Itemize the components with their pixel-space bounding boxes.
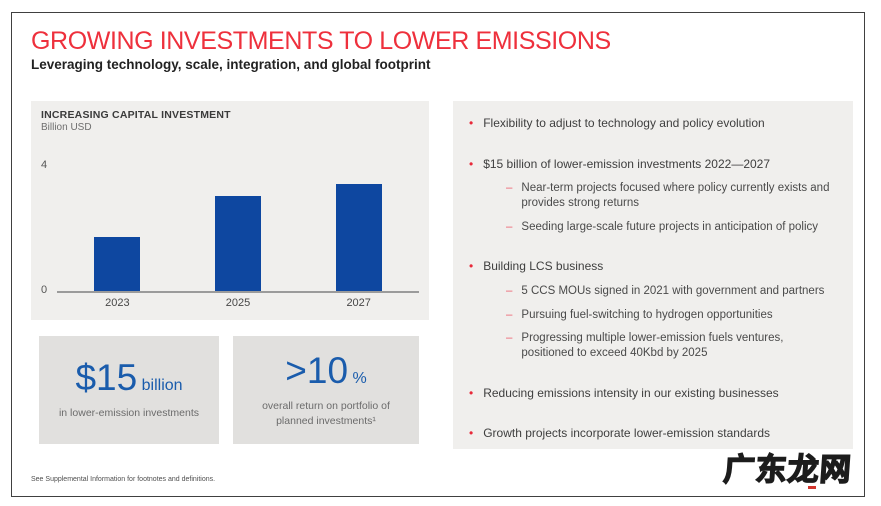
stat-value-line: $15 billion bbox=[39, 359, 219, 396]
bullet-dot-icon: • bbox=[469, 426, 474, 441]
watermark: 广东龙网 bbox=[722, 451, 854, 489]
sub-bullet-item: – Seeding large-scale future projects in … bbox=[506, 220, 839, 235]
stat-unit: % bbox=[352, 370, 367, 388]
sub-bullet-item: – Progressing multiple lower-emission fue… bbox=[506, 331, 839, 360]
bullet-text: Reducing emissions intensity in our exis… bbox=[483, 385, 779, 400]
sub-bullet-dash-icon: – bbox=[506, 182, 513, 195]
bullet-item: • Growth projects incorporate lower-emiss… bbox=[469, 426, 839, 442]
stat-value-line: >10 % bbox=[233, 352, 419, 389]
bullet-dot-icon: • bbox=[469, 385, 474, 400]
bullet-dot-icon: • bbox=[469, 156, 474, 171]
bullet-group-1: • $15 billion of lower-emission investmen… bbox=[469, 157, 839, 235]
sub-bullet-text: Progressing multiple lower-emission fuel… bbox=[521, 332, 784, 360]
bullet-group-3: • Reducing emissions intensity in our exi… bbox=[469, 386, 839, 402]
bullet-item: • $15 billion of lower-emission investmen… bbox=[469, 157, 839, 173]
sub-bullet-dash-icon: – bbox=[506, 284, 513, 297]
x-tick-label: 2023 bbox=[105, 297, 130, 309]
bullet-panel: • Flexibility to adjust to technology and… bbox=[453, 101, 853, 449]
bullet-text: Building LCS business bbox=[483, 259, 604, 274]
x-tick-label: 2025 bbox=[225, 297, 251, 309]
bullet-item: • Flexibility to adjust to technology and… bbox=[469, 116, 839, 132]
sub-bullet-dash-icon: – bbox=[506, 220, 513, 233]
bar-2023 bbox=[94, 237, 141, 291]
sub-bullet-text: Near-term projects focused where policy … bbox=[521, 182, 830, 209]
sub-bullet-text: Pursuing fuel-switching to hydrogen oppo… bbox=[521, 308, 773, 321]
stat-caption: overall return on portfolio of planned i… bbox=[262, 400, 390, 427]
footnote: See Supplemental Information for footnot… bbox=[31, 476, 216, 483]
x-axis-line bbox=[57, 291, 419, 293]
bar-2025 bbox=[215, 196, 261, 291]
bar-series bbox=[57, 165, 419, 291]
bullet-group-4: • Growth projects incorporate lower-emiss… bbox=[469, 426, 839, 442]
page-subtitle: Leveraging technology, scale, integratio… bbox=[31, 57, 431, 72]
y-axis-tick-max: 4 bbox=[41, 159, 48, 171]
x-tick-label: 2027 bbox=[346, 297, 371, 309]
watermark-red-mark bbox=[808, 486, 816, 489]
bullet-dot-icon: • bbox=[469, 259, 474, 274]
slide-frame: GROWING INVESTMENTS TO LOWER EMISSIONS L… bbox=[11, 12, 865, 497]
bar-column-2023 bbox=[57, 165, 178, 291]
bullet-text: Growth projects incorporate lower-emissi… bbox=[483, 426, 770, 441]
stat-caption: in lower-emission investments bbox=[58, 407, 200, 420]
stat-box-return: >10 % overall return on portfolio of pla… bbox=[233, 336, 419, 444]
sub-bullet-text: Seeding large-scale future projects in a… bbox=[521, 220, 819, 233]
bullet-item: • Building LCS business bbox=[469, 259, 839, 275]
bar-2027 bbox=[335, 184, 382, 291]
bullet-group-0: • Flexibility to adjust to technology and… bbox=[469, 116, 839, 132]
page-title: GROWING INVESTMENTS TO LOWER EMISSIONS bbox=[31, 27, 611, 55]
bar-column-2027 bbox=[298, 165, 419, 291]
sub-bullet-text: 5 CCS MOUs signed in 2021 with governmen… bbox=[521, 284, 825, 297]
bullet-text: $15 billion of lower-emission investment… bbox=[483, 156, 771, 171]
sub-bullet-item: – Pursuing fuel-switching to hydrogen opp… bbox=[506, 308, 839, 323]
bullet-item: • Reducing emissions intensity in our exi… bbox=[469, 386, 839, 402]
sub-bullet-item: –5 CCS MOUs signed in 2021 with governme… bbox=[506, 284, 839, 299]
chart-units-label: Billion USD bbox=[41, 122, 92, 133]
capital-investment-chart-panel: INCREASING CAPITAL INVESTMENT Billion US… bbox=[31, 101, 429, 320]
bar-column-2025 bbox=[178, 165, 299, 291]
bullet-group-2: • Building LCS business –5 CCS MOUs signed… bbox=[469, 259, 839, 360]
chart-header: INCREASING CAPITAL INVESTMENT Billion US… bbox=[31, 101, 429, 133]
stat-value: $15 bbox=[75, 357, 138, 399]
stat-value: >10 bbox=[285, 350, 349, 392]
stat-unit: billion bbox=[141, 377, 183, 395]
bullet-dot-icon: • bbox=[469, 116, 474, 130]
y-axis-tick-zero: 0 bbox=[41, 284, 48, 296]
sub-bullet-item: – Near-term projects focused where policy… bbox=[506, 181, 839, 210]
sub-bullet-dash-icon: – bbox=[506, 332, 513, 345]
bullet-text: Flexibility to adjust to technology and … bbox=[483, 116, 765, 130]
sub-bullet-dash-icon: – bbox=[506, 308, 513, 321]
x-axis-labels: 2023 2025 2027 bbox=[57, 297, 419, 309]
stat-box-investment: $15 billion in lower-emission investment… bbox=[39, 336, 219, 444]
chart-title: INCREASING CAPITAL INVESTMENT bbox=[41, 109, 231, 121]
